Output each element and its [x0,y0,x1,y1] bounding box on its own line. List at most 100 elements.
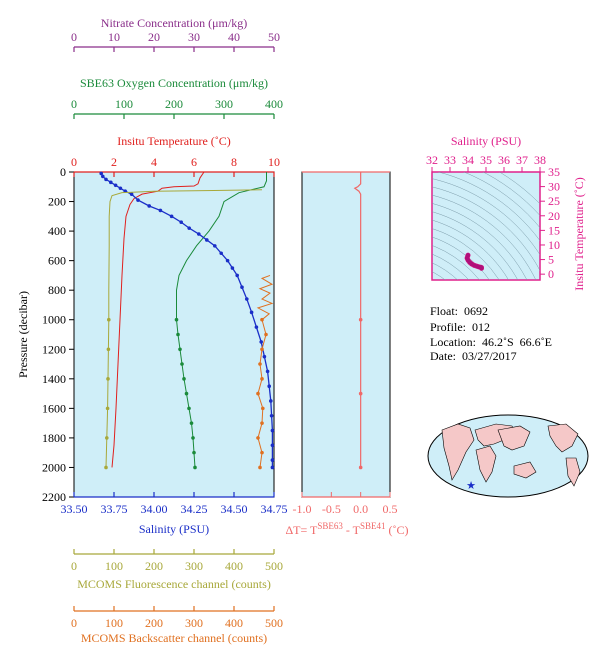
temperature-tick-label: 0 [71,155,77,169]
nitrate-tick-label: 30 [188,30,200,44]
oxygen-tick-label: 400 [265,97,283,111]
salinity-data-point [270,458,275,462]
temperature-tick-label: 8 [231,155,237,169]
date-info: Date: 03/27/2017 [430,349,517,363]
isopycnal-line [432,194,537,280]
salinity-tick-label: 34.50 [221,502,248,516]
fluorescence-axis: 0 100 200 300 400 500 MCOMS Fluorescence chann… [71,549,283,591]
pressure-tick-label: 200 [48,195,66,209]
oxygen-data-point [174,317,179,322]
fluorescence-tick-label: 400 [225,559,243,573]
fluorescence-data-point [104,465,108,470]
backscatter-profile-line [256,274,274,468]
profile-info: Profile: 012 [430,320,490,334]
oxygen-data-point [184,391,189,396]
ts-x-tick-label: 36 [498,153,510,167]
backscatter-data-point [260,347,264,352]
ts-y-tick-label: 30 [548,180,560,194]
profile-plot-area [73,171,275,498]
oxygen-data-point [176,332,180,337]
map-landmass [565,457,581,487]
salinity-data-point [129,192,134,196]
backscatter-axis-title: MCOMS Backscatter channel (counts) [81,631,267,645]
delta-t-label-part: SBE63 [317,521,343,531]
oxygen-tick-label: 0 [71,97,77,111]
fluorescence-tick-label: 500 [265,559,283,573]
oxygen-tick-label: 100 [115,97,133,111]
oxygen-tick-label: 300 [215,97,233,111]
salinity-data-point [270,465,275,470]
isopycnal-line [432,219,509,280]
salinity-data-point [169,214,174,219]
temperature-profile-line [111,171,205,468]
location-info: Location: 46.2˚S 66.6˚E [430,335,552,349]
backscatter-data-point [260,450,264,455]
isopycnal-line [432,178,540,256]
delta-t-axis-label: ΔT= TSBE63 - TSBE41 (˚C) [285,521,408,537]
salinity-tick-label: 33.50 [61,502,88,516]
backscatter-tick-label: 0 [71,616,77,630]
ts-x-tick-label: 33 [444,153,456,167]
nitrate-tick-label: 50 [268,30,280,44]
fluorescence-axis-title: MCOMS Fluorescence channel (counts) [77,577,271,591]
pressure-tick-label: 1400 [42,372,66,386]
pressure-tick-label: 1600 [42,401,66,415]
isopycnal-line [432,211,519,280]
oxygen-data-point [187,406,191,411]
salinity-data-point [262,354,267,359]
oxygen-axis-title: SBE63 Oxygen Concentration (μm/kg) [80,76,268,90]
backscatter-data-point [256,436,260,440]
isopycnal-line [432,253,470,280]
fluorescence-tick-label: 0 [71,559,77,573]
salinity-data-point [269,413,274,418]
salinity-data-point [240,285,244,290]
temperature-axis: 0 2 4 6 8 10 Insitu Temperature (˚C) [71,134,280,177]
salinity-data-point [267,384,272,389]
fluorescence-profile-line [105,189,263,468]
delta-t-label-part: - T [343,523,361,537]
ts-plot-area [431,171,541,281]
delta-t-label-part: ΔT= T [285,523,318,537]
float-location-marker: ★ [466,480,476,492]
salinity-data-point [245,297,249,301]
oxygen-data-point [180,362,184,366]
oxygen-axis: 0 100 200 300 400 SBE63 Oxygen Concentration … [71,76,283,119]
fluorescence-tick-label: 200 [145,559,163,573]
salinity-data-point [179,220,183,225]
salinity-data-point [270,428,275,433]
fluorescence-data-point [106,347,111,352]
fluorescence-tick-label: 300 [185,559,203,573]
delta-t-tick-label: 0.5 [383,502,398,516]
salinity-data-point [259,340,264,344]
fluorescence-tick-label: 100 [105,559,123,573]
temperature-tick-label: 10 [268,155,280,169]
delta-t-data-point [358,317,363,322]
ts-y-tick-label: 15 [548,223,560,237]
nitrate-tick-label: 20 [148,30,160,44]
backscatter-tick-label: 200 [145,616,163,630]
salinity-data-point [99,171,103,176]
ts-x-tick-label: 38 [534,153,546,167]
isopycnal-line [432,203,528,280]
delta-t-label-part: SBE41 [360,521,386,531]
salinity-axis: 33.50 33.75 34.00 34.25 34.50 34.75 Salinity (… [61,492,288,536]
backscatter-tick-label: 300 [185,616,203,630]
backscatter-tick-label: 100 [105,616,123,630]
oxygen-data-point [189,421,194,425]
ts-isopycnals [432,172,540,280]
isopycnal-line [432,245,480,280]
delta-t-line [353,172,362,468]
pressure-tick-label: 0 [60,165,66,179]
nitrate-axis: 0 10 20 30 40 50 Nitrate Concentration (μm/kg) [71,16,280,52]
oxygen-data-point [182,377,186,381]
backscatter-data-point [256,391,260,396]
isopycnal-line [432,186,540,272]
temperature-axis-title: Insitu Temperature (˚C) [117,134,231,148]
salinity-data-point [235,273,239,278]
ts-y-tick-label: 25 [548,194,560,208]
salinity-tick-label: 34.00 [141,502,168,516]
salinity-data-point [254,325,259,329]
salinity-tick-label: 34.75 [261,502,288,516]
